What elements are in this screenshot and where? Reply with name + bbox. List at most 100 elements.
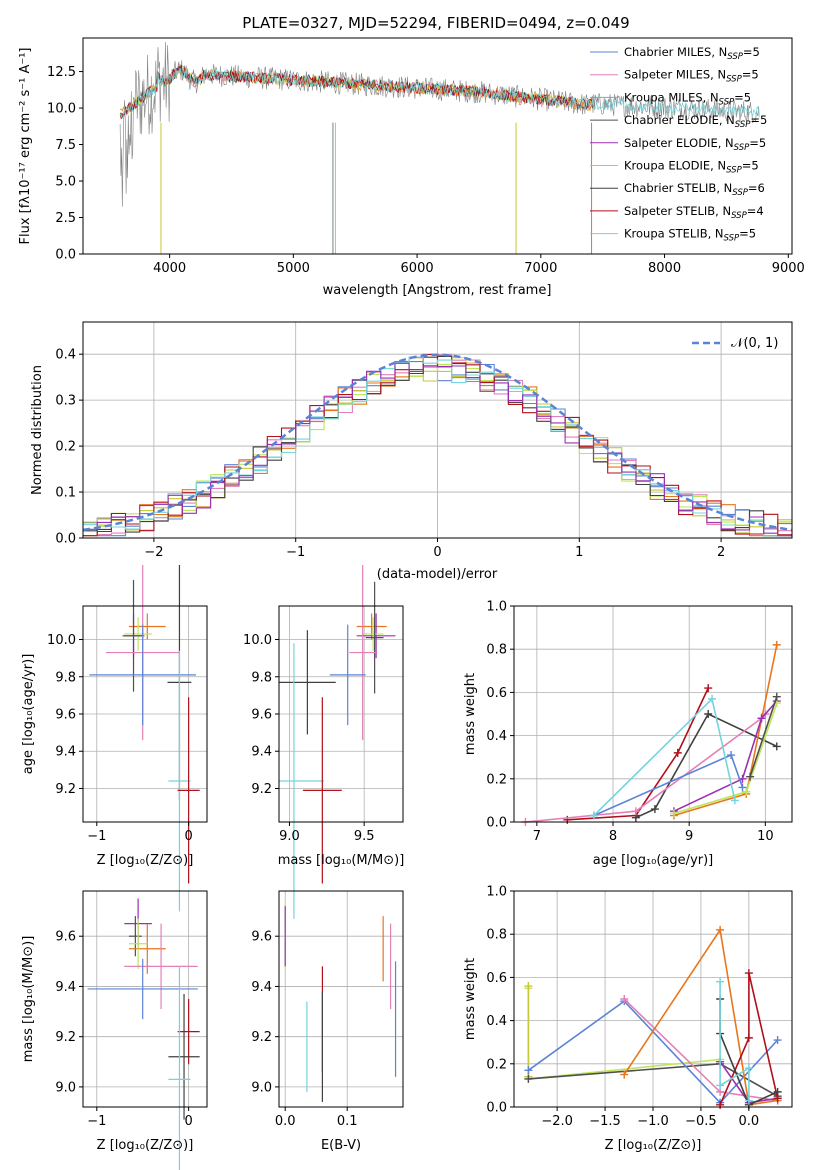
mass-z-ticks: −1 0 9.0 9.2 9.4 9.6 [55,930,192,1129]
legend-entry: Chabrier MILES, NSSP=5 [624,45,760,62]
y-tick-label: 9.4 [251,980,272,995]
x-tick-label: 2 [717,545,725,560]
y-tick-label: 9.2 [251,782,272,797]
y-tick-label: 12.5 [47,65,76,80]
mass-z-frame [82,890,208,1108]
weight-vs-age-panel: 7 8 9 10 0.0 0.2 0.4 0.6 0.8 1.0 age [log₁₀(age/y… [463,600,793,868]
y-tick-label: 1.0 [486,885,507,900]
y-tick-label: 9.2 [55,782,76,797]
age-mass-ticks: 9.0 9.5 9.2 9.4 9.6 9.8 10.0 [243,633,374,844]
y-tick-label: 9.6 [55,930,76,945]
weight-marker [704,684,713,693]
x-tick-label: 0.1 [337,1114,358,1129]
legend-entry: Kroupa STELIB, NSSP=5 [624,227,756,244]
x-tick-label: −1.5 [589,1114,621,1129]
y-tick-label: 9.8 [251,670,272,685]
spectrum-line [119,66,593,120]
x-tick-label: 9.5 [354,829,375,844]
weight-line [749,696,778,777]
y-tick-label: 7.5 [55,138,76,153]
age-z-ylabel: age [log₁₀(age/yr)] [21,654,36,775]
legend-entry: Salpeter STELIB, NSSP=4 [624,204,764,221]
age-mass-xlabel: mass [log₁₀(M/M⊙)] [278,853,405,868]
legend-entry: Kroupa MILES, NSSP=5 [624,90,751,107]
weight-z-lines [524,925,782,1109]
spectrum-ticks: 4000 5000 6000 7000 8000 9000 0.0 2.5 5.0 7.5 10.0… [47,65,805,276]
weight-marker [744,1096,753,1105]
weight-marker [716,1081,725,1090]
y-tick-label: 0.8 [486,928,507,943]
x-tick-label: 6000 [401,261,434,276]
weight-marker [730,796,739,805]
y-tick-label: 9.2 [251,1030,272,1045]
weight-age-frame [513,605,793,823]
weight-marker [716,1100,725,1109]
weight-age-ticks: 7 8 9 10 0.0 0.2 0.4 0.6 0.8 1.0 [486,600,773,845]
weight-marker [772,692,781,701]
y-tick-label: 10.0 [47,102,76,117]
weight-marker [650,805,659,814]
age-vs-metallicity-panel: −1 0 9.2 9.4 9.6 9.8 10.0 Z [log₁₀(Z/Z⊙)] age … [21,565,208,912]
x-tick-label: −1 [87,1114,106,1129]
legend-entry: Chabrier ELODIE, NSSP=5 [624,113,767,130]
x-tick-label: −2 [144,545,163,560]
y-tick-label: 0.0 [55,248,76,263]
age-mass-points [279,565,396,919]
x-tick-label: 0 [433,545,441,560]
histogram-series [83,357,792,537]
x-tick-label: 7000 [524,261,557,276]
y-tick-label: 0.2 [55,440,76,455]
y-tick-label: 0.6 [486,971,507,986]
x-tick-label: 8 [609,829,617,844]
weight-marker [631,807,640,816]
residual-histogram-panel: −2 −1 0 1 2 0.0 0.1 0.2 0.3 0.4 𝒩(0, 1) (data-mod… [30,321,793,582]
mass-ebv-grid [279,891,403,1107]
mass-vs-extinction-panel: 0.0 0.1 9.0 9.2 9.4 9.6 E(B-V) [251,890,404,1153]
spectrum-panel: 4000 5000 6000 7000 8000 9000 0.0 2.5 5.0 7.5 10.0… [18,37,805,298]
weight-z-grid [514,890,792,1108]
weight-marker [708,694,717,703]
residual-xlabel: (data-model)/error [377,567,498,582]
mass-z-points [87,898,200,1170]
y-tick-label: 9.2 [55,1030,76,1045]
y-tick-label: 9.0 [55,1080,76,1095]
y-tick-label: 9.4 [55,745,76,760]
spectrum-plot-area [119,41,760,254]
spectrum-line [119,41,760,207]
weight-line [525,713,766,823]
spectrum-ylabel: Flux [fλ10⁻¹⁷ erg cm⁻² s⁻¹ A⁻¹] [18,48,33,245]
age-z-ticks: −1 0 9.2 9.4 9.6 9.8 10.0 [47,633,193,844]
weight-marker [620,1070,629,1079]
y-tick-label: 5.0 [55,175,76,190]
y-tick-label: 9.8 [55,670,76,685]
y-tick-label: 9.6 [251,708,272,723]
y-tick-label: 1.0 [486,600,507,615]
y-tick-label: 9.6 [251,930,272,945]
residual-ticks: −2 −1 0 1 2 0.0 0.1 0.2 0.3 0.4 [55,348,725,560]
weight-marker [673,748,682,757]
weight-line [719,972,779,1106]
y-tick-label: 0.4 [55,348,76,363]
weight-marker [773,1036,782,1045]
mass-ebv-frame [278,890,404,1108]
x-tick-label: 8000 [648,261,681,276]
weight-age-xlabel: age [log₁₀(age/yr)] [593,853,714,868]
histogram-series [83,362,792,537]
weight-marker [669,809,678,818]
weight-marker [746,772,755,781]
y-tick-label: 10.0 [243,633,272,648]
mass-z-grid [83,891,207,1107]
y-tick-label: 9.6 [55,708,76,723]
age-z-points [89,565,200,912]
y-tick-label: 0.1 [55,486,76,501]
x-tick-label: −0.5 [685,1114,717,1129]
x-tick-label: 0 [184,829,192,844]
y-tick-label: 0.0 [486,1101,507,1116]
spectrum-legend: Chabrier MILES, NSSP=5 Salpeter MILES, NS… [590,45,767,244]
weight-marker [744,1033,753,1042]
figure-title: PLATE=0327, MJD=52294, FIBERID=0494, z=0… [242,14,629,32]
y-tick-label: 0.4 [486,729,507,744]
mass-vs-metallicity-panel: −1 0 9.0 9.2 9.4 9.6 Z [log₁₀(Z/Z⊙)] mass [lo… [21,890,208,1170]
x-tick-label: −1 [286,545,305,560]
